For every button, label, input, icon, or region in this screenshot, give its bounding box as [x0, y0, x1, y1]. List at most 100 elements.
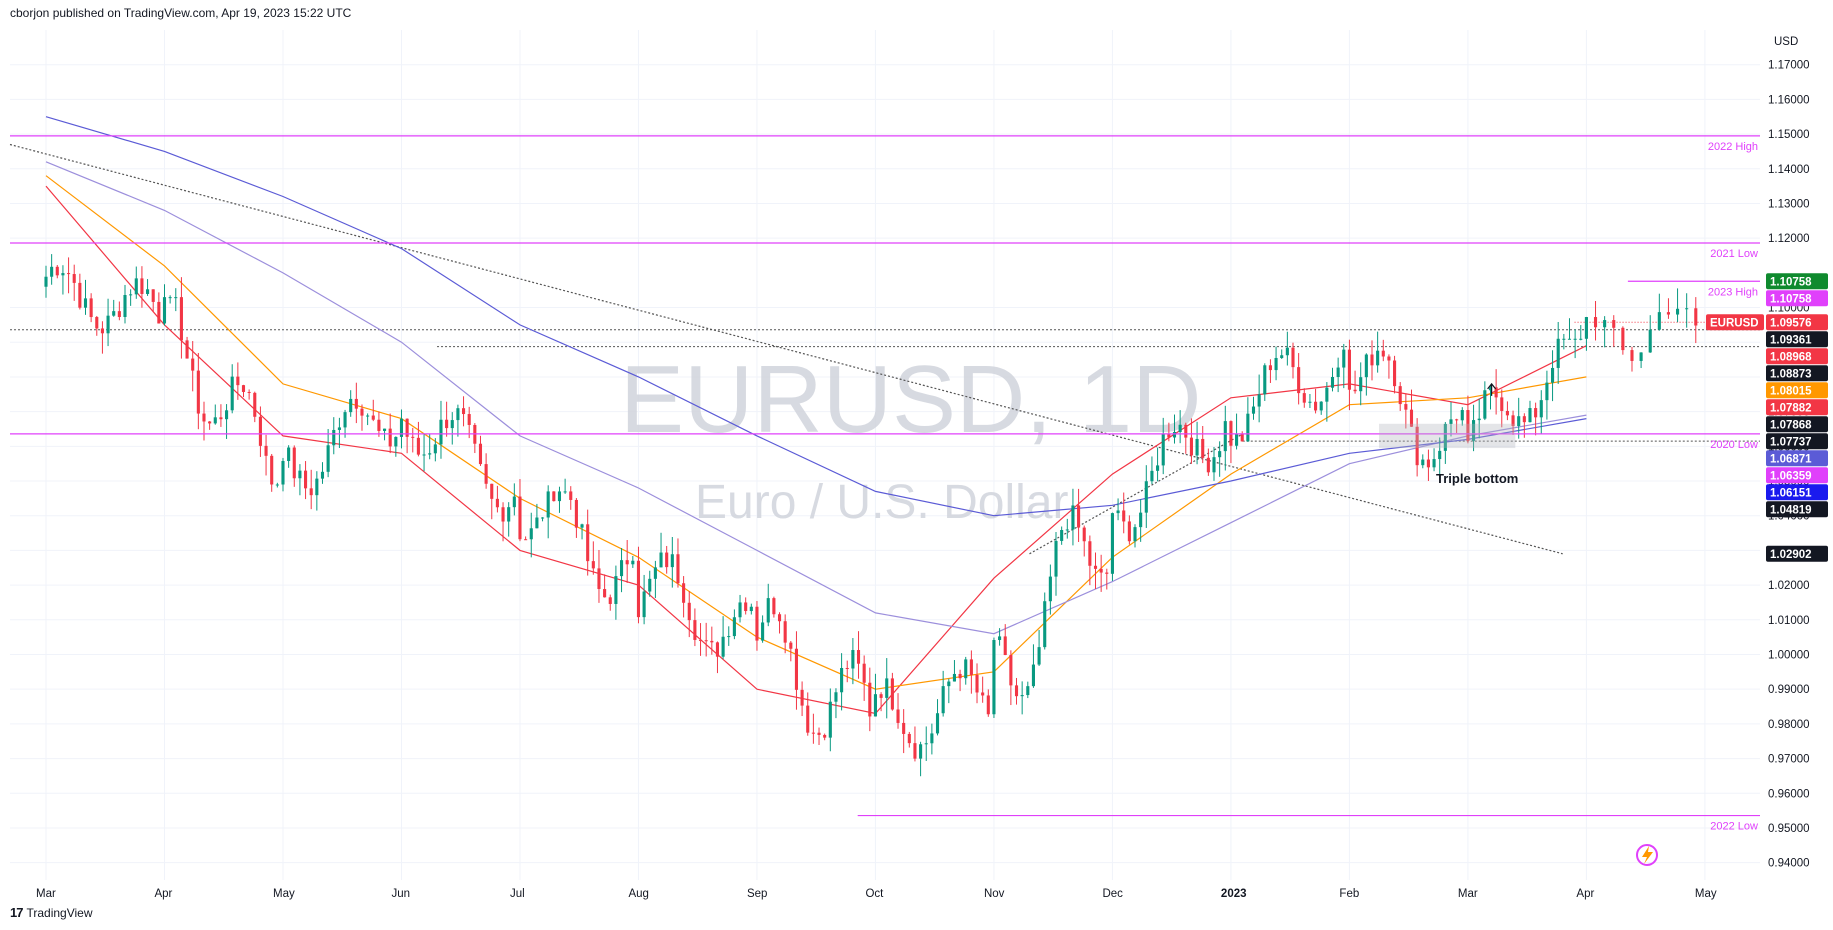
candle-body: [202, 413, 206, 422]
candle: [383, 428, 387, 441]
candle-body: [55, 266, 59, 276]
candle-body: [591, 561, 595, 569]
candle: [1178, 410, 1182, 444]
candle-body: [140, 278, 144, 294]
publisher-header: cborjon published on TradingView.com, Ap…: [10, 6, 352, 20]
candle: [597, 549, 601, 603]
candle-body: [919, 744, 923, 759]
candle: [806, 692, 810, 736]
candle-body: [78, 282, 82, 308]
candle-body: [828, 701, 832, 738]
candle: [902, 709, 906, 754]
candle: [1314, 388, 1318, 414]
candle-body: [1528, 408, 1532, 423]
candle: [1218, 441, 1222, 477]
price-tag-text: 1.06151: [1770, 487, 1812, 499]
price-tag-text: 1.08873: [1770, 368, 1812, 380]
candle: [569, 486, 573, 510]
candle-body: [275, 484, 279, 486]
candle: [1229, 420, 1233, 464]
candle-body: [800, 689, 804, 706]
candle-body: [1534, 408, 1538, 418]
candle-body: [50, 266, 54, 277]
candle: [1381, 339, 1385, 362]
candle-body: [247, 391, 251, 393]
y-tick-label: 0.95000: [1768, 823, 1810, 835]
candle: [253, 391, 257, 423]
candle-body: [992, 640, 996, 715]
candle-body: [83, 298, 88, 308]
candle: [625, 540, 629, 583]
candle-body: [258, 416, 262, 446]
candle-body: [823, 734, 827, 738]
candle: [191, 341, 195, 392]
candle-body: [648, 578, 652, 592]
candle: [405, 418, 409, 454]
tradingview-brand: TradingView: [26, 905, 93, 920]
candle-body: [873, 694, 878, 717]
candle-body: [332, 429, 336, 446]
x-tick-label: Mar: [1458, 888, 1478, 900]
candle: [800, 681, 804, 717]
candle-body: [1443, 423, 1447, 451]
x-tick-label: Mar: [36, 888, 56, 900]
candle-body: [998, 636, 1002, 641]
candle-body: [501, 507, 505, 522]
candle: [665, 545, 669, 574]
candle-body: [1612, 320, 1616, 328]
candle-body: [287, 447, 291, 461]
candle: [495, 485, 499, 513]
candle-body: [1694, 308, 1698, 326]
candle-body: [834, 692, 838, 702]
candle: [811, 713, 815, 744]
candle: [315, 471, 319, 511]
candle-body: [129, 294, 133, 296]
candle-body: [371, 415, 375, 420]
candle-body: [411, 436, 415, 438]
y-tick-label: 1.14000: [1768, 164, 1810, 176]
candle-body: [732, 617, 736, 637]
candle-body: [1020, 695, 1024, 697]
axis-currency: USD: [1774, 36, 1798, 48]
candle: [168, 295, 172, 304]
candle: [1639, 352, 1643, 369]
candle-body: [693, 620, 697, 640]
candle: [958, 669, 962, 692]
candle: [1477, 398, 1481, 439]
candle: [1184, 422, 1188, 454]
candle: [1031, 644, 1035, 688]
price-tag-text: 1.02902: [1770, 549, 1812, 561]
candle-body: [1206, 457, 1210, 473]
candles: [44, 254, 1698, 777]
candle: [845, 660, 849, 683]
candle: [659, 532, 663, 568]
candle-body: [749, 606, 753, 612]
candle: [817, 727, 821, 746]
candle-body: [1648, 329, 1652, 353]
level-label: 2020 Low: [1710, 439, 1758, 451]
candle: [416, 421, 420, 457]
candle: [399, 409, 404, 449]
candle-body: [851, 650, 855, 669]
candle-body: [546, 491, 550, 518]
candle-body: [1054, 540, 1058, 577]
candle: [732, 609, 736, 640]
candle-body: [1415, 426, 1419, 466]
candle: [1240, 431, 1244, 442]
candle-body: [935, 713, 940, 734]
candle-body: [89, 298, 93, 318]
candle-body: [1579, 338, 1583, 340]
candle-body: [236, 376, 240, 386]
candle: [292, 445, 296, 487]
candle-body: [100, 328, 104, 334]
lightning-icon[interactable]: [1636, 844, 1658, 866]
candle-body: [902, 722, 906, 734]
candle: [507, 502, 511, 537]
candle-body: [1223, 421, 1227, 452]
candle-body: [270, 455, 274, 485]
candle: [930, 723, 934, 755]
candle-body: [1551, 367, 1555, 383]
price-tag-box: [1766, 545, 1828, 562]
price-tag-box: [1766, 365, 1828, 382]
